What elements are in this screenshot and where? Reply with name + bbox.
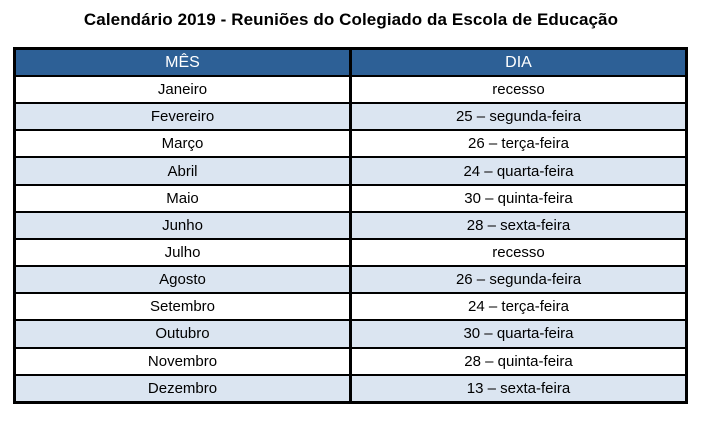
table-header-row: MÊS DIA	[13, 47, 688, 77]
table-row: Setembro 24 – terça-feira	[13, 292, 688, 322]
day-cell: 26 – segunda-feira	[349, 265, 688, 295]
page-title: Calendário 2019 - Reuniões do Colegiado …	[83, 10, 619, 29]
day-cell: 30 – quinta-feira	[349, 183, 688, 213]
month-cell: Março	[13, 129, 352, 159]
table-row: Dezembro 13 – sexta-feira	[13, 373, 688, 404]
column-header-mes: MÊS	[13, 47, 352, 77]
table-row: Outubro 30 – quarta-feira	[13, 319, 688, 349]
table-row: Maio 30 – quinta-feira	[13, 183, 688, 213]
table-row: Agosto 26 – segunda-feira	[13, 265, 688, 295]
day-cell: 28 – sexta-feira	[349, 210, 688, 240]
month-cell: Fevereiro	[13, 102, 352, 132]
table-row: Março 26 – terça-feira	[13, 129, 688, 159]
month-cell: Julho	[13, 237, 352, 268]
month-cell: Maio	[13, 183, 352, 213]
day-cell: 24 – quarta-feira	[349, 156, 688, 186]
month-cell: Setembro	[13, 292, 352, 322]
day-cell: 25 – segunda-feira	[349, 102, 688, 132]
calendar-table: MÊS DIA Janeiro recesso Fevereiro 25 – s…	[13, 47, 688, 404]
day-cell: 13 – sexta-feira	[349, 373, 688, 404]
month-cell: Novembro	[13, 346, 352, 376]
month-cell: Janeiro	[13, 74, 352, 105]
column-header-dia: DIA	[349, 47, 688, 77]
day-cell: 28 – quinta-feira	[349, 346, 688, 376]
table-row: Novembro 28 – quinta-feira	[13, 346, 688, 376]
table-row: Janeiro recesso	[13, 74, 688, 105]
table-row: Fevereiro 25 – segunda-feira	[13, 102, 688, 132]
day-cell: recesso	[349, 237, 688, 268]
day-cell: 24 – terça-feira	[349, 292, 688, 322]
month-cell: Outubro	[13, 319, 352, 349]
day-cell: recesso	[349, 74, 688, 105]
day-cell: 30 – quarta-feira	[349, 319, 688, 349]
table-row: Abril 24 – quarta-feira	[13, 156, 688, 186]
table-row: Junho 28 – sexta-feira	[13, 210, 688, 240]
month-cell: Agosto	[13, 265, 352, 295]
table-row: Julho recesso	[13, 237, 688, 268]
day-cell: 26 – terça-feira	[349, 129, 688, 159]
month-cell: Junho	[13, 210, 352, 240]
month-cell: Dezembro	[13, 373, 352, 404]
month-cell: Abril	[13, 156, 352, 186]
